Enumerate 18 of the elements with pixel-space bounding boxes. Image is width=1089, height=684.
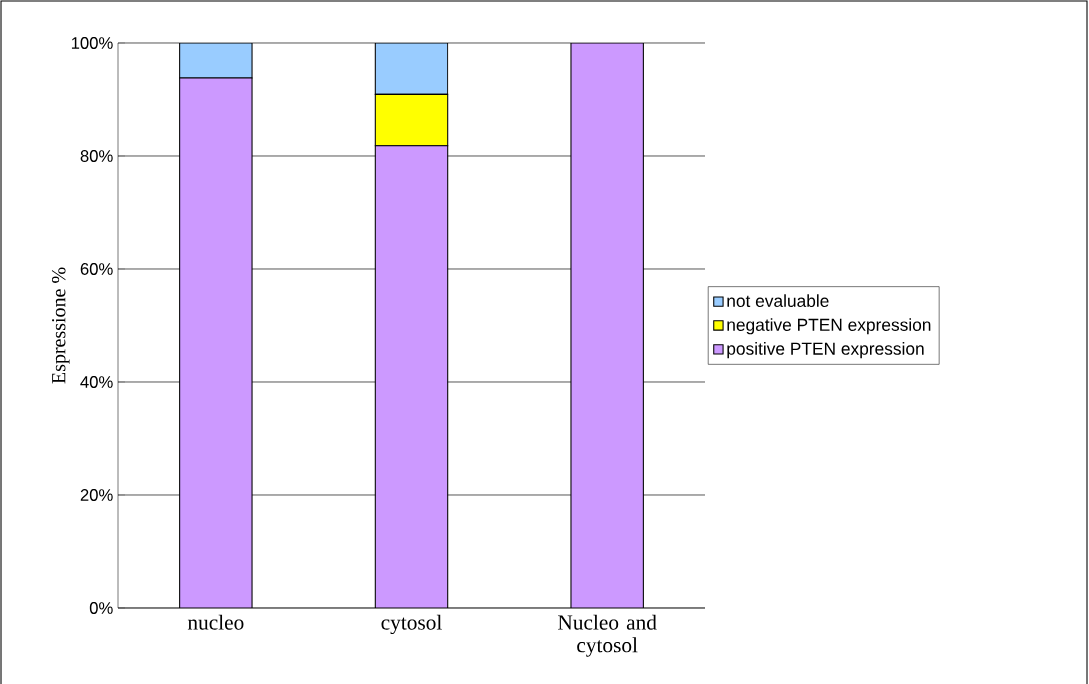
bar (570, 42, 644, 608)
y-tick-label: 0% (89, 602, 113, 614)
legend-label: positive PTEN expression (727, 342, 924, 359)
bar (374, 42, 449, 95)
bar (179, 42, 253, 79)
y-tick-label: 60% (80, 263, 113, 275)
x-tick-label: nucleo (187, 614, 244, 630)
y-tick-label: 20% (80, 489, 113, 501)
x-tick-label: cytosol (381, 614, 442, 635)
x-tick-label: Nucleo and cytosol (558, 614, 657, 657)
legend-label: not evaluable (727, 294, 829, 308)
bar (179, 77, 253, 608)
y-axis-title: Espressione % (51, 267, 70, 384)
legend-label: negative PTEN expression (727, 318, 931, 335)
y-tick-label: 80% (80, 150, 113, 162)
y-tick-label: 40% (80, 376, 113, 388)
bar (374, 145, 449, 608)
y-tick-label: 100% (71, 37, 113, 49)
